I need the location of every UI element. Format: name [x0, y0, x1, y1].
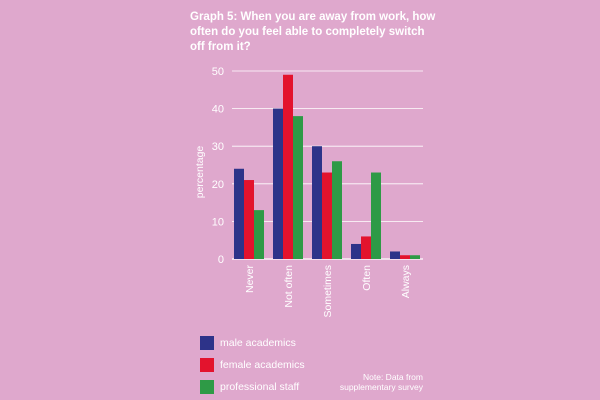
bar-professional-staff-sometimes [332, 161, 342, 259]
y-tick-label: 40 [212, 104, 224, 116]
bar-male-academics-often [351, 243, 361, 259]
bars [234, 74, 420, 260]
y-tick-label: 50 [212, 66, 224, 78]
x-tick-labels: Never Not often Sometimes Often Always [244, 265, 412, 318]
x-tick-label: Not often [283, 265, 295, 308]
x-tick-label: Often [361, 265, 373, 291]
note-text: Note: Data from supplementary survey [339, 372, 423, 392]
legend: male academics female academics professi… [200, 332, 305, 398]
bar-female-academics-not-often [283, 74, 293, 259]
bar-male-academics-never [234, 168, 244, 259]
y-axis-label: percentage [194, 146, 206, 199]
legend-swatch-female-academics [200, 358, 214, 372]
bar-male-academics-sometimes [312, 146, 322, 259]
bar-professional-staff-not-often [293, 116, 303, 260]
x-tick-label: Sometimes [322, 265, 334, 318]
y-tick-label: 30 [212, 141, 224, 153]
chart-title: Graph 5: When you are away from work, ho… [190, 11, 436, 53]
legend-item-female-academics: female academics [200, 354, 305, 376]
y-tick-label: 0 [218, 254, 224, 266]
bar-professional-staff-always [410, 255, 420, 259]
y-tick-label: 10 [212, 216, 224, 228]
legend-label-male-academics: male academics [220, 337, 296, 349]
y-tick-labels: 0 10 20 30 40 50 [212, 66, 224, 266]
x-tick-label: Never [244, 265, 256, 294]
legend-label-professional-staff: professional staff [220, 381, 300, 393]
bar-male-academics-not-often [273, 108, 283, 259]
bar-female-academics-never [244, 180, 254, 259]
bar-male-academics-always [390, 251, 400, 259]
legend-item-male-academics: male academics [200, 332, 305, 354]
bar-female-academics-often [361, 236, 371, 259]
x-tick-label: Always [400, 265, 412, 298]
bar-professional-staff-often [371, 172, 381, 259]
bar-professional-staff-never [254, 210, 264, 259]
bar-female-academics-sometimes [322, 172, 332, 259]
legend-label-female-academics: female academics [220, 359, 305, 371]
legend-swatch-professional-staff [200, 380, 214, 394]
y-tick-label: 20 [212, 179, 224, 191]
legend-swatch-male-academics [200, 336, 214, 350]
legend-item-professional-staff: professional staff [200, 376, 305, 398]
bar-female-academics-always [400, 255, 410, 259]
